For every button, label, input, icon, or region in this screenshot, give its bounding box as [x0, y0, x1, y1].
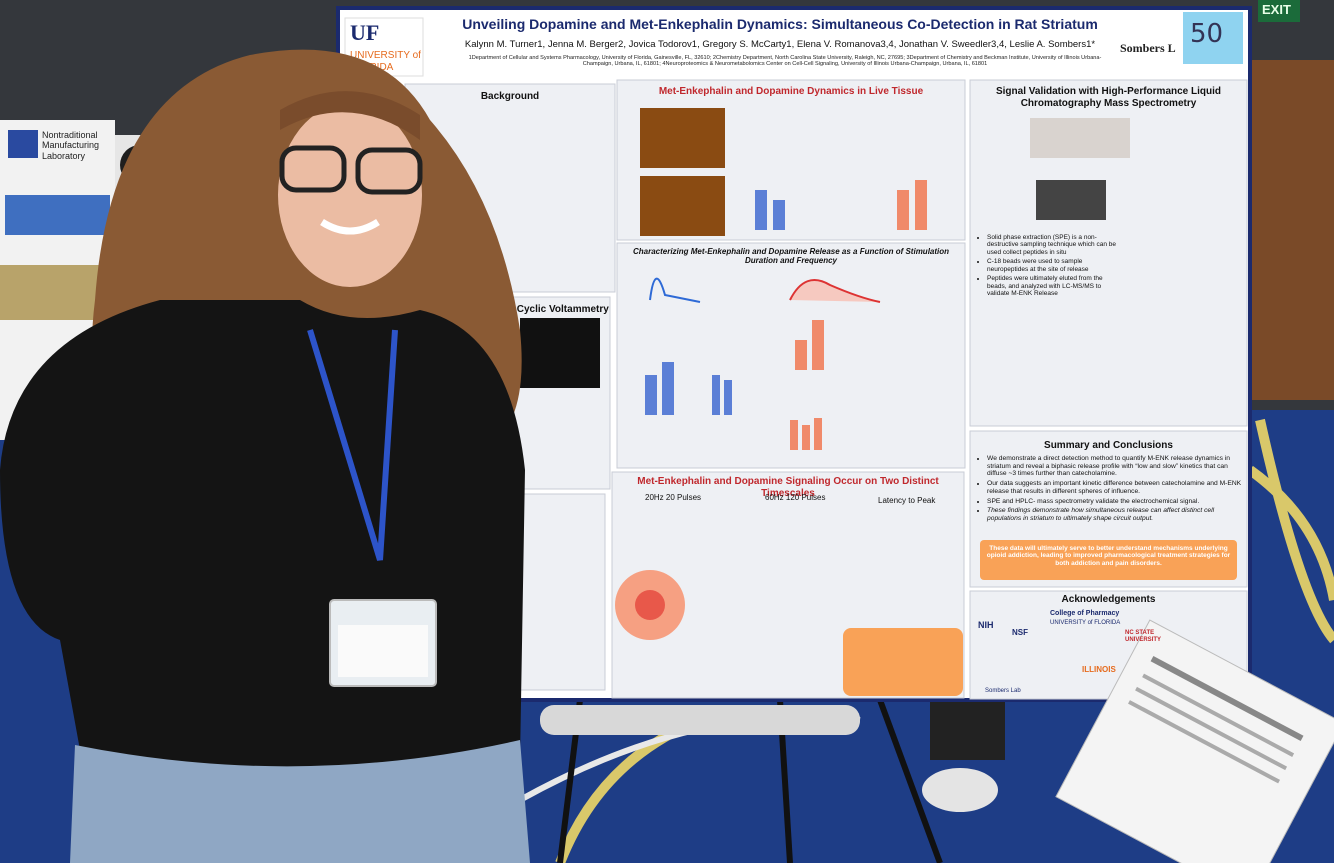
logo-mark: UF: [350, 20, 380, 45]
bullet: These findings demonstrate how simultane…: [987, 507, 1249, 522]
section-heading: Met-Enkephalin and Dopamine Signaling Oc…: [637, 476, 939, 499]
easel-leg: [877, 698, 943, 863]
ack-logo: UNIVERSITY of FLORIDA: [1050, 620, 1121, 626]
bullet: C-18 beads were used to sample neuropept…: [987, 258, 1117, 273]
poster-title: Unveiling Dopamine and Met-Enkephalin Dy…: [462, 16, 1098, 32]
section-heading: Background: [480, 91, 540, 102]
lanyard: [307, 329, 398, 561]
bullet: We demonstrate a direct detection method…: [987, 455, 1249, 478]
left-poster-logo: [8, 130, 38, 158]
tissue-image: [640, 108, 725, 168]
section-heading: Acknowledgements: [1061, 594, 1156, 605]
door: [1250, 60, 1334, 400]
panel-label: 60Hz 120 Pulses: [765, 493, 826, 502]
left-poster-figure: [5, 195, 110, 235]
poster-authors: Kalynn M. Turner1, Jenna M. Berger2, Jov…: [464, 39, 1096, 50]
bar-figures: [645, 190, 785, 415]
bullet: Peptides were ultimately eluted from the…: [987, 275, 1117, 297]
electrode-image: [520, 318, 600, 388]
bullet: SPE and HPLC- mass spectrometry validate…: [987, 498, 1249, 506]
number-card: [1183, 12, 1243, 64]
validation-list: Solid phase extraction (SPE) is a non-de…: [976, 234, 1117, 300]
exit-sign: [1258, 0, 1300, 22]
trace: [649, 277, 701, 303]
trace: [789, 279, 881, 303]
ack-logo: ILLINOIS: [1082, 665, 1116, 674]
exit-text: EXIT: [1262, 2, 1291, 17]
summary-highlight: These data will ultimately serve to bett…: [986, 545, 1231, 567]
sneaker: [922, 768, 998, 812]
tissue-image: [640, 176, 725, 236]
ack-logo: College of Pharmacy: [1050, 610, 1120, 617]
clipboard: [1055, 619, 1334, 863]
badge-card: [338, 625, 428, 677]
highlight-box: [980, 540, 1237, 580]
bullet: Our data suggests an important kinetic d…: [987, 480, 1249, 495]
callout-box: [843, 628, 963, 696]
section-heading: scan Cyclic Voltammetry: [491, 304, 609, 315]
ack-logo: NC STATE UNIVERSITY: [1125, 630, 1162, 643]
bullet: Solid phase extraction (SPE) is a non-de…: [987, 234, 1117, 256]
bar-figures: [790, 180, 927, 450]
smile: [320, 218, 380, 235]
summary-list: We demonstrate a direct detection method…: [976, 455, 1249, 525]
left-poster-title: Nontraditional Manufacturing Laboratory: [42, 130, 100, 161]
panel-label: Latency to Peak: [878, 496, 936, 505]
sweater: [0, 300, 525, 773]
panel-label: 20Hz 20 Pulses: [645, 493, 702, 502]
poster-tube: [540, 705, 860, 735]
section-heading: Met-Enkephalin and Dopamine Dynamics in …: [658, 86, 924, 97]
face: [278, 103, 422, 287]
visitor-legs: [930, 700, 1005, 760]
section-heading: Characterizing Met-Enkephalin and Dopami…: [632, 247, 950, 266]
glasses: [355, 147, 423, 195]
ack-logo: Sombers Lab: [985, 688, 1021, 694]
jeans: [70, 740, 530, 863]
ack-logo: NSF: [1012, 628, 1028, 637]
section-heading: Signal Validation with High-Performance …: [995, 86, 1222, 109]
poster-affiliations: 1Department of Cellular and Systems Phar…: [468, 55, 1102, 68]
section-heading: Summary and Conclusions: [1044, 440, 1173, 451]
diffusion-sphere: [635, 590, 665, 620]
lcms-image: [1036, 180, 1106, 220]
left-poster-figure: [0, 265, 105, 320]
bangs: [280, 91, 420, 140]
lab-name: Sombers L: [1120, 41, 1176, 55]
ack-logo: NIH: [978, 620, 994, 630]
glasses: [279, 145, 347, 193]
poster-number: 50: [1190, 19, 1224, 49]
beads-image: [1030, 118, 1130, 158]
